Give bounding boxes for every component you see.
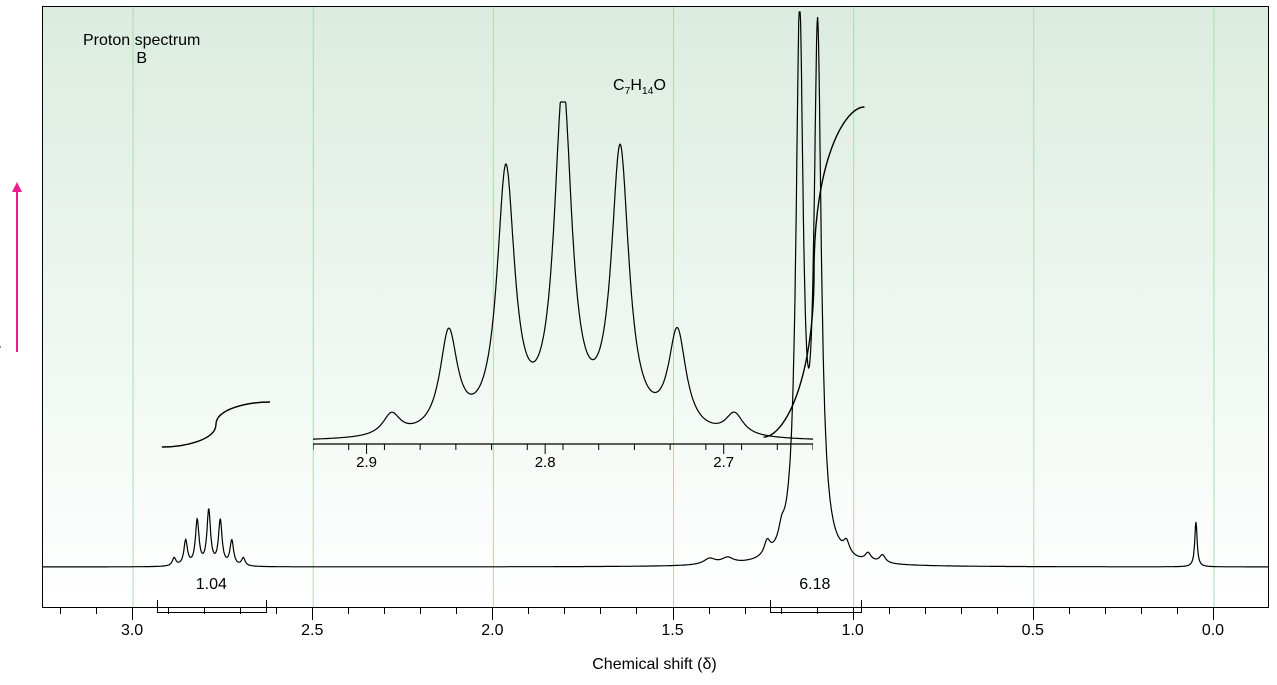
integration-value: 1.04 — [196, 576, 227, 594]
inset-plot: 2.9 2.8 2.7 — [313, 97, 813, 477]
y-axis-label: Intensity — [0, 340, 2, 400]
spectrum-title-line2: B — [83, 50, 200, 68]
inset-tick-label: 2.7 — [713, 454, 734, 471]
x-axis-label: Chemical shift (δ) — [42, 656, 1267, 674]
integration-bracket — [770, 600, 862, 613]
spectrum-title-line1: Proton spectrum — [83, 32, 200, 50]
plot-area: Proton spectrum B C7H14O 2.9 2.8 2.7 — [42, 6, 1269, 608]
spectrum-title: Proton spectrum B — [83, 32, 200, 68]
inset-svg — [313, 97, 813, 477]
integration-bracket — [157, 600, 267, 613]
y-axis: Intensity — [2, 180, 22, 480]
integration-value: 6.18 — [799, 576, 830, 594]
inset-tick-label: 2.8 — [535, 454, 556, 471]
formula-label: C7H14O — [613, 77, 666, 97]
inset-tick-label: 2.9 — [356, 454, 377, 471]
chart-root: Intensity Proton spectrum B C7H14O 2.92.… — [0, 0, 1277, 685]
intensity-arrow-icon — [16, 192, 18, 352]
integration-brackets: 1.04 6.18 — [42, 570, 1267, 650]
